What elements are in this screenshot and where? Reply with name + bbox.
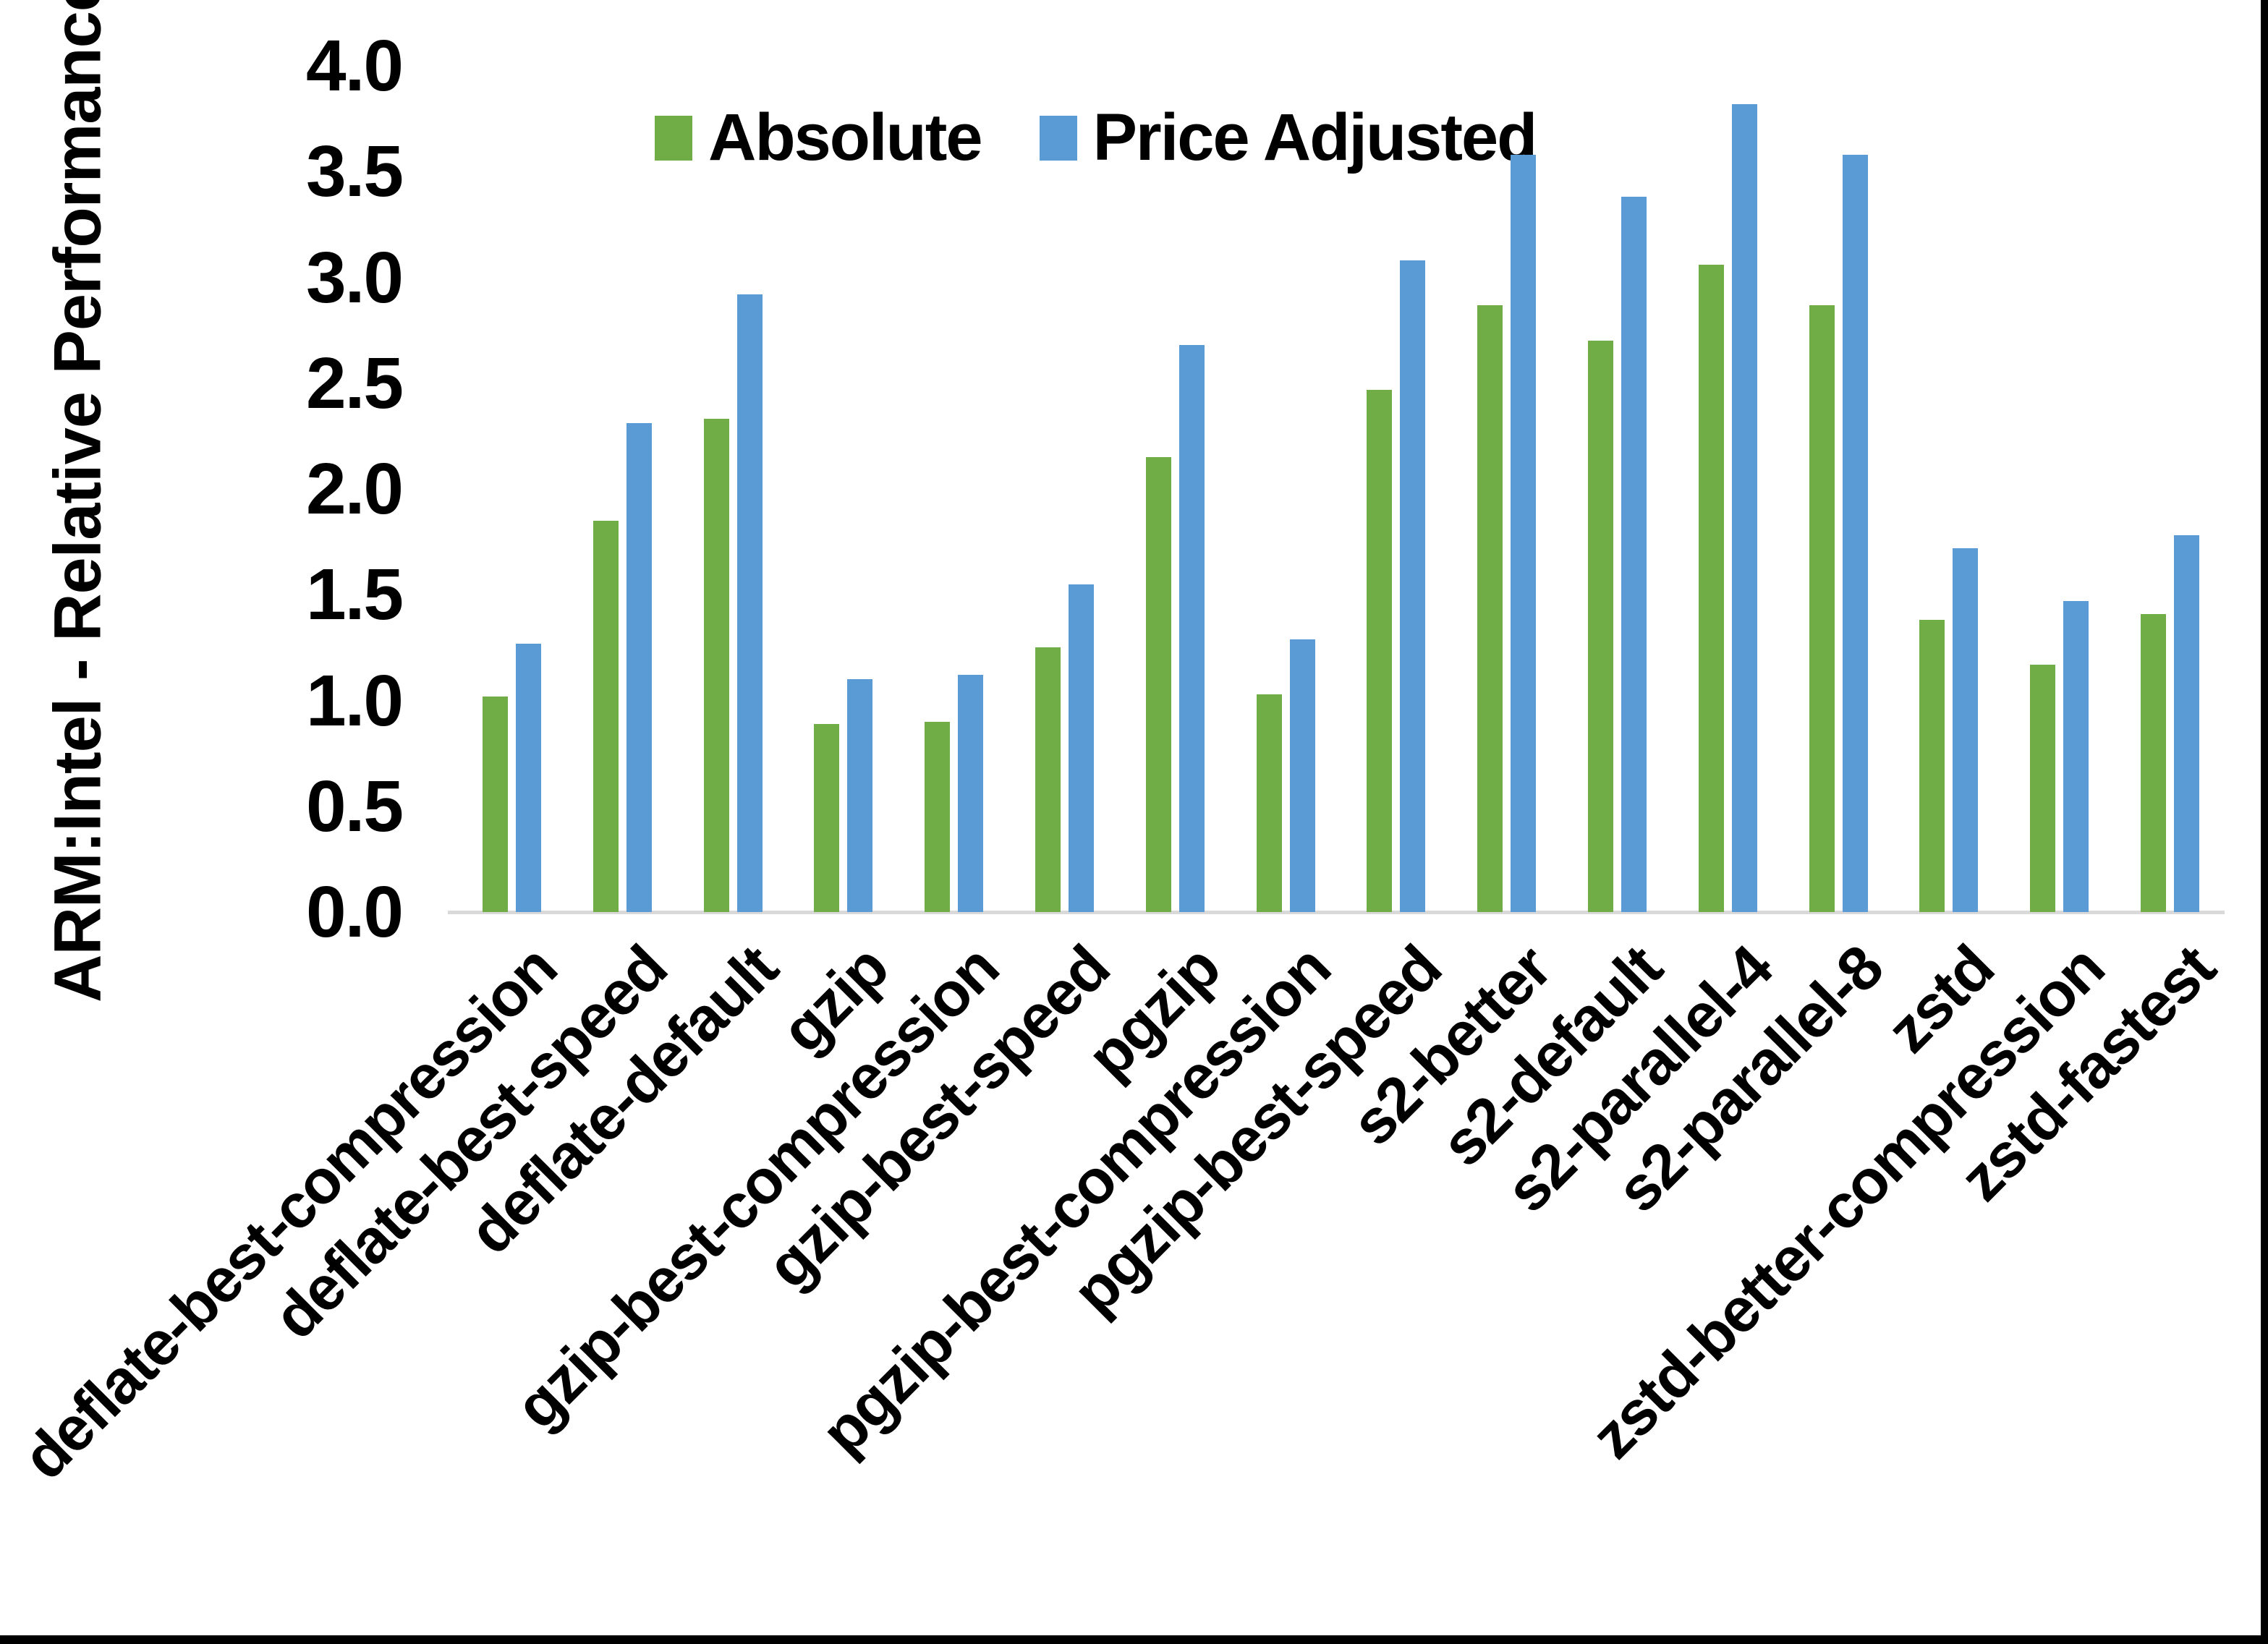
bar-price-adjusted-pgzip-best-compression	[1289, 639, 1315, 912]
bar-absolute-gzip	[814, 723, 840, 912]
bar-absolute-zstd	[1919, 620, 1945, 912]
y-tick-label: 2.5	[305, 342, 404, 424]
bar-absolute-pgzip-best-speed	[1367, 389, 1393, 912]
bar-price-adjusted-deflate-default	[736, 294, 763, 912]
bar-absolute-gzip-best-compression	[925, 721, 951, 912]
y-tick-label: 4.0	[305, 25, 404, 106]
bar-price-adjusted-deflate-best-compression	[515, 643, 541, 912]
legend-label-price-adjusted: Price Adjusted	[1092, 101, 1538, 174]
bar-absolute-zstd-fastest	[2140, 613, 2166, 912]
bar-price-adjusted-s2-better	[1511, 154, 1537, 912]
bar-absolute-zstd-better-compression	[2030, 664, 2056, 912]
legend-item-absolute: Absolute	[655, 100, 983, 176]
bar-absolute-pgzip	[1145, 457, 1171, 912]
y-tick-label: 3.5	[305, 131, 404, 213]
y-tick-label: 1.5	[305, 554, 404, 636]
bar-absolute-s2-parallel-8	[1809, 304, 1835, 912]
x-axis-line	[448, 911, 2225, 914]
y-tick-label: 1.0	[305, 660, 404, 741]
legend-label-absolute: Absolute	[708, 101, 983, 174]
legend-swatch-price-adjusted	[1039, 115, 1077, 161]
legend-swatch-absolute	[655, 115, 692, 161]
bar-absolute-s2-parallel-4	[1698, 264, 1724, 912]
bar-absolute-s2-default	[1587, 341, 1613, 912]
bar-absolute-pgzip-best-compression	[1256, 694, 1282, 912]
image-right-border	[2261, 0, 2268, 1644]
y-tick-label: 3.0	[305, 237, 404, 318]
bar-price-adjusted-pgzip-best-speed	[1400, 260, 1426, 912]
bar-price-adjusted-s2-parallel-8	[1842, 154, 1868, 912]
bar-price-adjusted-zstd	[1953, 548, 1979, 912]
bar-price-adjusted-zstd-better-compression	[2063, 601, 2089, 912]
bar-price-adjusted-deflate-best-speed	[626, 423, 652, 912]
bar-price-adjusted-gzip	[847, 679, 873, 912]
bar-price-adjusted-s2-parallel-4	[1731, 103, 1757, 912]
bar-price-adjusted-gzip-best-speed	[1068, 584, 1094, 912]
legend: Absolute Price Adjusted	[655, 100, 1538, 176]
y-tick-label: 0.0	[305, 872, 404, 953]
bar-price-adjusted-zstd-fastest	[2173, 535, 2199, 912]
bar-price-adjusted-s2-default	[1621, 197, 1647, 912]
bar-price-adjusted-gzip-best-compression	[958, 675, 984, 912]
bar-price-adjusted-pgzip	[1178, 345, 1205, 912]
bar-absolute-gzip-best-speed	[1035, 647, 1061, 912]
y-tick-label: 2.0	[305, 448, 404, 529]
image-bottom-border	[0, 1635, 2268, 1644]
bar-absolute-deflate-best-speed	[593, 520, 619, 912]
bar-absolute-deflate-best-compression	[482, 696, 508, 912]
y-tick-label: 0.5	[305, 765, 404, 847]
bar-absolute-s2-better	[1477, 304, 1503, 912]
bar-absolute-deflate-default	[703, 419, 729, 912]
legend-item-price-adjusted: Price Adjusted	[1039, 100, 1538, 176]
